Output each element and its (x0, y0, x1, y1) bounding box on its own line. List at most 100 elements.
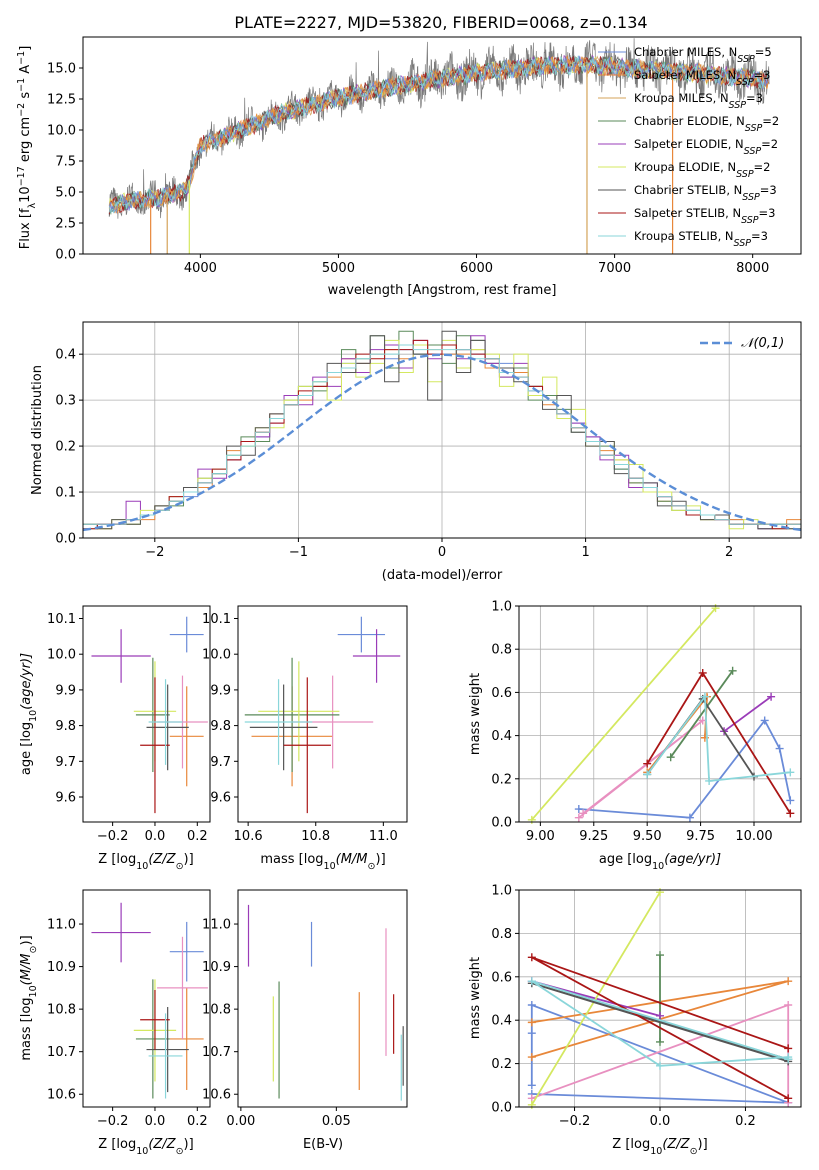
normal-distribution-curve (82, 353, 802, 532)
legend-entry-kroupa_miles: Kroupa MILES, NSSP=3 (634, 91, 763, 111)
y-tick-label: 10.9 (202, 960, 231, 975)
legend-entry-salpeter_elodie: Salpeter ELODIE, NSSP=2 (634, 137, 778, 157)
y-axis-label: mass [log10(M/M⊙)] (19, 935, 39, 1060)
weight-point-salpeter_stelib (643, 759, 652, 768)
y-tick-label: 9.9 (210, 683, 231, 698)
y-tick-label: 10.7 (202, 1045, 231, 1060)
x-axis-label: mass [log10(M/M⊙)] (260, 852, 385, 872)
y-tick-label: 10.1 (47, 612, 76, 627)
y-tick-label: 0.0 (491, 1101, 512, 1116)
weight-point-kroupa_stelib (784, 1053, 793, 1062)
y-tick-label: 11.0 (202, 918, 231, 933)
y-tick-label: 10.6 (202, 1088, 231, 1103)
y-axis-label: Flux [fλ10−17 erg cm−2 s−1 A−1] (16, 46, 38, 250)
y-tick-label: 0.4 (491, 729, 512, 744)
x-tick-label: 11.0 (369, 829, 398, 844)
x-tick-label: 0.0 (145, 1114, 166, 1129)
weight-line-salpeter_stelib (646, 671, 792, 814)
legend-entry-salpeter_stelib: Salpeter STELIB, NSSP=3 (634, 206, 775, 226)
y-tick-label: 10.0 (202, 648, 231, 663)
axes-frame (237, 605, 408, 823)
x-tick-label: 9.75 (686, 829, 715, 844)
residual-histogram-panel: −2 −1 0 1 2 0.0 0.1 0.2 0.3 0.4 (data-model)/error… (30, 321, 802, 583)
weight-point-chabrier_miles (685, 813, 694, 822)
weight-line-kroupa_elodie (531, 891, 661, 1106)
legend-entry-chabrier_stelib: Chabrier STELIB, NSSP=3 (634, 183, 777, 203)
y-tick-label: 7.5 (55, 155, 76, 170)
weight-point-chabrier_miles (760, 716, 769, 725)
y-tick-label: 5.0 (55, 186, 76, 201)
legend-entry-normal: 𝒩(0,1) (741, 336, 784, 351)
weight-line-chabrier_elodie (669, 670, 734, 758)
axes-frame (82, 889, 211, 1108)
legend-entry-chabrier_elodie: Chabrier ELODIE, NSSP=2 (634, 114, 779, 134)
x-tick-label: −1 (289, 545, 308, 560)
x-axis-label: Z [log10(Z/Z⊙)] (612, 1137, 707, 1157)
weight-point-kroupa_stelib (643, 770, 652, 779)
x-tick-label: 6000 (460, 261, 493, 276)
weight-point-chabrier_miles (786, 796, 795, 805)
x-tick-label: 2 (725, 545, 733, 560)
y-tick-label: 0.3 (55, 394, 76, 409)
weight-line-salpeter_elodie (723, 695, 772, 733)
x-tick-label: 4000 (184, 261, 217, 276)
x-tick-label: 0.2 (187, 1114, 208, 1129)
weight-point-kroupa_stelib (786, 768, 795, 777)
x-tick-label: 0.0 (650, 1114, 671, 1129)
y-tick-label: 1.0 (491, 884, 512, 899)
x-tick-label: 0.2 (735, 1114, 756, 1129)
y-tick-label: 1.0 (491, 600, 512, 615)
y-tick-label: 0.4 (491, 1014, 512, 1029)
x-tick-label: −0.2 (97, 829, 129, 844)
x-tick-label: 9.25 (579, 829, 608, 844)
axes-frame (82, 605, 211, 823)
x-axis-label: Z [log10(Z/Z⊙)] (98, 1137, 193, 1157)
y-tick-label: 10.1 (202, 612, 231, 627)
y-axis-label: Normed distribution (30, 365, 45, 495)
x-axis-label: E(B-V) (303, 1137, 343, 1152)
mass-weight-vs-metallicity-panel: −0.2 0.0 0.2 0.0 0.2 0.4 0.6 0.8 1.0 Z [log10(Z/Z… (468, 884, 802, 1157)
x-tick-label: 1 (581, 545, 589, 560)
weight-point-salpeter_stelib (786, 809, 795, 818)
weight-point-pink (784, 1001, 793, 1010)
weight-point-chabrier_miles (527, 1081, 536, 1090)
y-tick-label: 0.2 (55, 440, 76, 455)
y-tick-label: 9.9 (55, 683, 76, 698)
y-tick-label: 0.8 (491, 643, 512, 658)
weight-point-kroupa_stelib (700, 692, 709, 701)
x-axis-label: wavelength [Angstrom, rest frame] (328, 283, 557, 298)
x-axis-label: (data-model)/error (382, 568, 503, 583)
weight-point-salpeter_elodie (767, 692, 776, 701)
age-vs-mass-panel: 10.6 10.8 11.0 9.6 9.7 9.8 9.9 10.0 10.1 mass [lo… (202, 605, 408, 872)
legend-entry-kroupa_stelib: Kroupa STELIB, NSSP=3 (634, 229, 768, 249)
x-tick-label: −2 (145, 545, 164, 560)
weight-point-salpeter_stelib (784, 1044, 793, 1053)
x-axis-label: age [log10(age/yr)] (599, 852, 721, 872)
y-tick-label: 15.0 (47, 62, 76, 77)
x-tick-label: 0 (438, 545, 446, 560)
mass-vs-metallicity-panel: −0.2 0.0 0.2 10.6 10.7 10.8 10.9 11.0 Z [log10(Z… (19, 889, 211, 1157)
spectrum-axes-frame (82, 36, 802, 255)
y-tick-label: 10.0 (47, 648, 76, 663)
weight-line-kroupa_stelib (646, 694, 791, 782)
weight-point-kroupa_stelib (527, 977, 536, 986)
weight-line-pink (578, 719, 704, 819)
weight-point-chabrier_elodie (666, 753, 675, 762)
axes-frame (518, 605, 802, 823)
weight-point-kroupa_elodie (656, 888, 664, 897)
y-tick-label: 10.0 (47, 124, 76, 139)
x-tick-label: 10.6 (234, 829, 263, 844)
weight-point-salpeter_miles (784, 977, 793, 986)
y-tick-label: 9.7 (55, 755, 76, 770)
legend-entry-kroupa_elodie: Kroupa ELODIE, NSSP=2 (634, 160, 771, 180)
weight-point-salpeter_miles (527, 1018, 536, 1027)
legend-entry-salpeter_miles: Salpeter MILES, NSSP=3 (634, 68, 771, 88)
weight-point-kroupa_stelib (705, 776, 714, 785)
weight-point-pink (574, 813, 583, 822)
weight-point-chabrier_miles (527, 1001, 536, 1010)
weight-point-salpeter_miles (527, 1053, 536, 1062)
y-tick-label: 10.8 (202, 1003, 231, 1018)
y-tick-label: 10.6 (47, 1088, 76, 1103)
y-tick-label: 0.2 (491, 1057, 512, 1072)
